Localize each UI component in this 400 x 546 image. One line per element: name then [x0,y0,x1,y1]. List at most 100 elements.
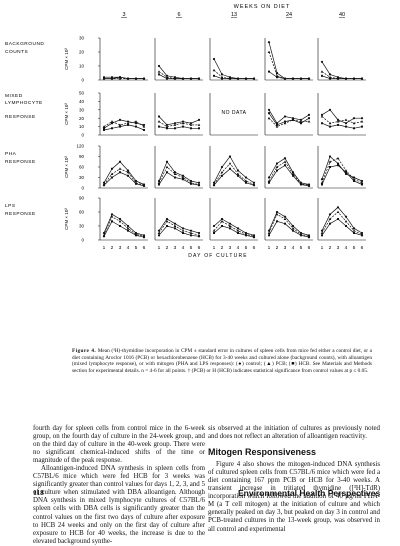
data-point [158,73,160,76]
data-point [284,77,286,80]
data-point [143,77,145,80]
data-point [126,120,130,123]
series-line [158,126,199,129]
y-tick-label: 20 [79,50,85,55]
data-point [212,57,216,61]
series-line [213,155,255,184]
series-line [158,225,200,237]
data-point [283,215,287,218]
data-point [353,232,355,234]
data-point [291,117,295,120]
data-point [267,41,271,44]
data-point [275,212,279,216]
data-point [361,77,363,80]
data-point [189,122,193,125]
data-point [353,77,355,80]
data-point [174,176,176,179]
data-point [320,115,324,118]
y-axis-unit: CPM × 10³ [64,103,69,125]
series-line [103,119,145,129]
data-point [127,229,129,232]
y-tick-label: 10 [79,124,85,129]
data-point [173,222,177,225]
data-point [190,127,192,130]
data-point [142,123,146,127]
data-point [135,77,137,80]
x-tick-label: 1 [103,245,106,251]
data-point [267,231,271,234]
data-point [329,222,331,225]
data-point [173,123,177,126]
caption-text: Mean (³H)-thymidine incorporation in CPM… [72,348,372,374]
x-tick-label: 2 [276,245,279,251]
data-point [110,213,114,216]
data-point [181,229,185,232]
data-point [344,118,348,121]
no-data-label: NO DATA [222,110,247,116]
data-point [336,156,340,160]
data-point [292,77,294,80]
data-point [118,219,122,223]
week-label: 40 [339,12,345,18]
data-point [320,70,324,73]
series-line [103,213,145,236]
series-line [321,164,363,185]
data-point [143,128,145,131]
data-point [197,123,201,126]
data-point [276,220,278,223]
data-point [320,113,324,116]
data-point [157,64,161,68]
x-tick-label: 5 [190,245,193,251]
data-point [345,77,347,80]
series-line [268,113,310,126]
x-tick-label: 2 [166,245,169,251]
data-point [135,125,137,128]
data-point [228,224,232,227]
series-line [268,42,309,79]
data-point [213,74,215,77]
y-tick-label: 10 [79,64,85,69]
data-point [142,125,146,128]
x-tick-label: 6 [143,245,146,251]
data-point [252,181,256,184]
data-point [190,182,192,185]
data-point [182,77,184,80]
data-point [110,122,114,125]
row-label: BACKGROUND [5,41,44,47]
data-point [110,172,114,175]
left-column: fourth day for spleen cells from control… [33,425,205,546]
data-point [344,122,348,125]
data-point [212,68,216,72]
series-line [268,164,310,187]
data-point [328,73,332,76]
data-point [299,120,303,123]
data-point [283,121,287,125]
data-point [181,120,185,123]
data-point [181,176,185,179]
data-point [275,165,279,168]
data-point [360,181,364,184]
data-point [268,70,270,73]
data-point [336,120,340,123]
data-point [111,77,113,80]
series-line [321,75,362,79]
data-point [360,179,364,183]
data-point [220,73,224,76]
data-point [228,222,232,225]
data-point [360,117,364,120]
data-point [127,174,129,177]
data-point [320,178,324,181]
data-point [360,120,364,123]
data-point [181,121,185,125]
y-axis-unit: CPM × 10³ [64,48,69,70]
data-point [102,125,106,128]
x-tick-label: 2 [329,245,332,251]
data-point [284,164,286,167]
data-point [300,77,302,80]
data-point [268,181,270,184]
data-point [236,172,240,175]
data-point [268,112,270,115]
y-tick-label: 0 [81,238,84,243]
data-point [284,222,286,225]
